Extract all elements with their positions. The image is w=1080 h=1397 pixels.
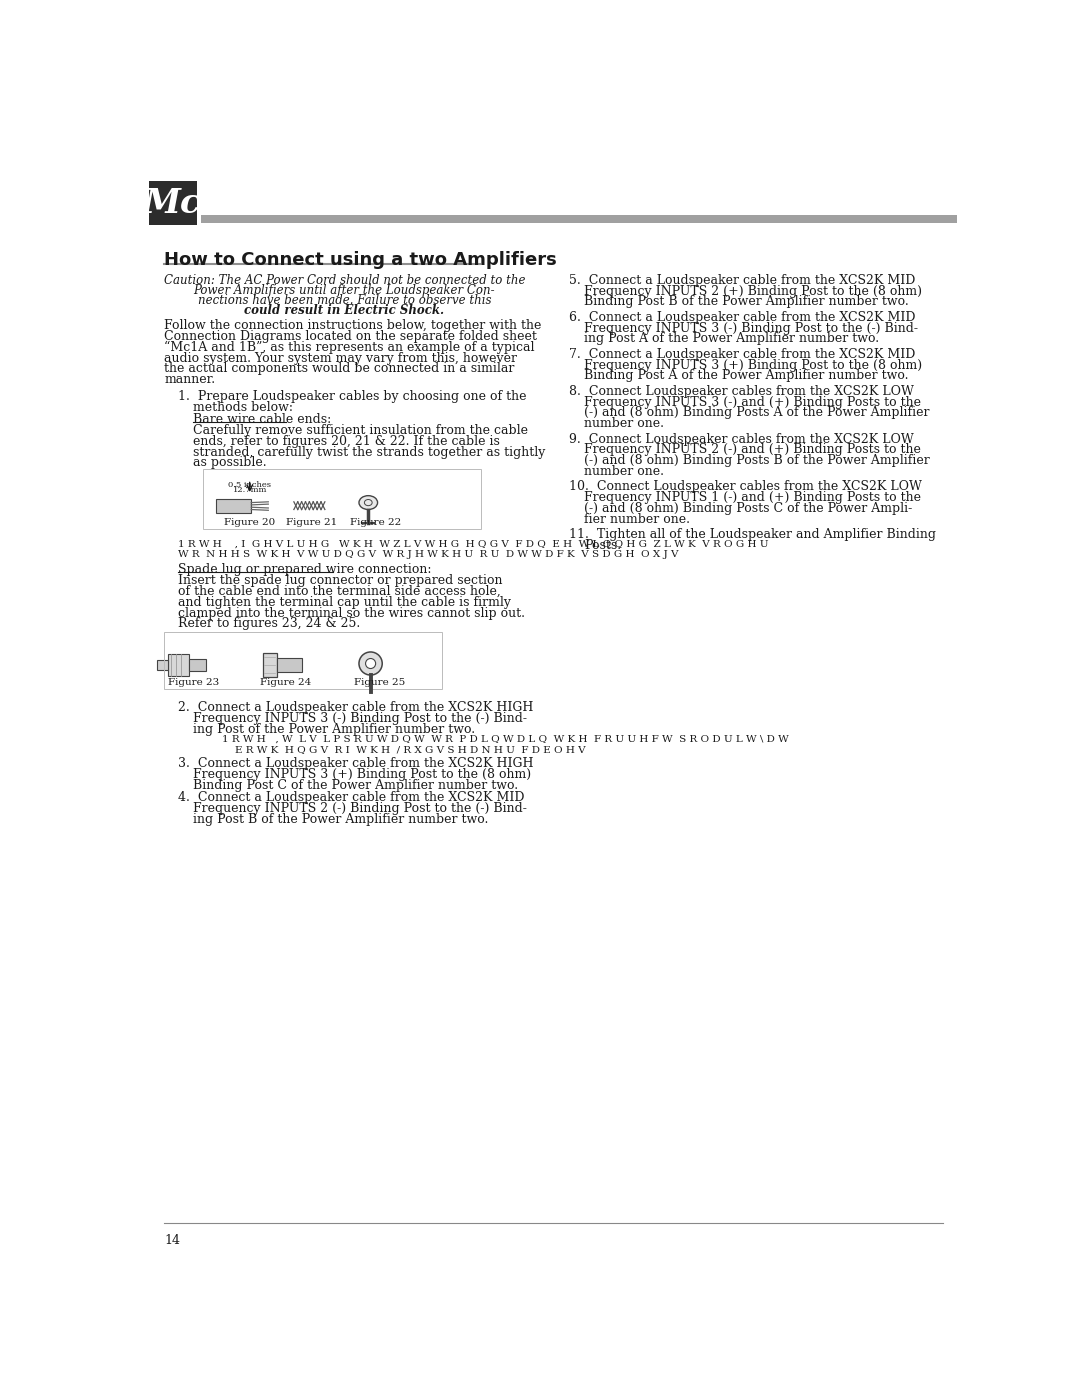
Bar — [276, 658, 301, 672]
Text: Posts.: Posts. — [584, 539, 622, 552]
Text: 4.  Connect a Loudspeaker cable from the XCS2K MID: 4. Connect a Loudspeaker cable from the … — [177, 791, 524, 805]
Text: 14: 14 — [164, 1234, 180, 1248]
Text: 6.  Connect a Loudspeaker cable from the XCS2K MID: 6. Connect a Loudspeaker cable from the … — [569, 312, 916, 324]
Text: Binding Post C of the Power Amplifier number two.: Binding Post C of the Power Amplifier nu… — [193, 780, 518, 792]
Bar — [216, 499, 252, 513]
Text: Follow the connection instructions below, together with the: Follow the connection instructions below… — [164, 320, 542, 332]
Text: Figure 23: Figure 23 — [167, 678, 219, 687]
Text: 2.  Connect a Loudspeaker cable from the XCS2K HIGH: 2. Connect a Loudspeaker cable from the … — [177, 701, 534, 714]
Bar — [167, 654, 189, 676]
Text: Power Amplifiers until after the Loudspeaker Con-: Power Amplifiers until after the Loudspe… — [193, 284, 495, 298]
Text: could result in Electric Shock.: could result in Electric Shock. — [244, 305, 444, 317]
Text: as possible.: as possible. — [193, 457, 267, 469]
Text: Mc: Mc — [145, 187, 202, 219]
Text: 12.7mm: 12.7mm — [232, 486, 267, 495]
Text: of the cable end into the terminal side access hole,: of the cable end into the terminal side … — [177, 585, 500, 598]
Bar — [262, 652, 276, 678]
Text: fier number one.: fier number one. — [584, 513, 690, 525]
Text: the actual components would be connected in a similar: the actual components would be connected… — [164, 362, 515, 376]
Text: Figure 25: Figure 25 — [353, 678, 405, 687]
Text: Binding Post B of the Power Amplifier number two.: Binding Post B of the Power Amplifier nu… — [584, 295, 909, 309]
Text: ing Post A of the Power Amplifier number two.: ing Post A of the Power Amplifier number… — [584, 332, 879, 345]
Text: “Mc1A and 1B”, as this represents an example of a typical: “Mc1A and 1B”, as this represents an exa… — [164, 341, 535, 353]
Text: Frequency INPUTS 1 (-) and (+) Binding Posts to the: Frequency INPUTS 1 (-) and (+) Binding P… — [584, 490, 921, 504]
Text: Figure 22: Figure 22 — [350, 518, 401, 527]
Text: W R  N H H S  W K H  V W U D Q G V  W R J H W K H U  R U  D W W D F K  V S D G H: W R N H H S W K H V W U D Q G V W R J H … — [177, 549, 678, 559]
Text: Frequency INPUTS 3 (+) Binding Post to the (8 ohm): Frequency INPUTS 3 (+) Binding Post to t… — [193, 768, 531, 781]
Text: 5.  Connect a Loudspeaker cable from the XCS2K MID: 5. Connect a Loudspeaker cable from the … — [569, 274, 916, 286]
Text: Frequency INPUTS 2 (-) and (+) Binding Posts to the: Frequency INPUTS 2 (-) and (+) Binding P… — [584, 443, 921, 457]
Text: 8.  Connect Loudspeaker cables from the XCS2K LOW: 8. Connect Loudspeaker cables from the X… — [569, 384, 914, 398]
Text: E R W K  H Q G V  R I  W K H  / R X G V S H D N H U  F D E O H V: E R W K H Q G V R I W K H / R X G V S H … — [208, 745, 585, 754]
Text: Figure 21: Figure 21 — [286, 518, 337, 527]
Bar — [203, 469, 481, 529]
Ellipse shape — [365, 658, 376, 669]
Text: ing Post B of the Power Amplifier number two.: ing Post B of the Power Amplifier number… — [193, 813, 488, 826]
Text: manner.: manner. — [164, 373, 216, 386]
Text: 1 R W H   , W  L V  L P S R U W D Q W  W R  P D L Q W D L Q  W K H  F R U U H F : 1 R W H , W L V L P S R U W D Q W W R P … — [208, 735, 788, 745]
Text: Frequency INPUTS 2 (+) Binding Post to the (8 ohm): Frequency INPUTS 2 (+) Binding Post to t… — [584, 285, 922, 298]
Text: audio system. Your system may vary from this, however: audio system. Your system may vary from … — [164, 352, 517, 365]
Text: Spade lug or prepared wire connection:: Spade lug or prepared wire connection: — [177, 563, 431, 577]
Text: Connection Diagrams located on the separate folded sheet: Connection Diagrams located on the separ… — [164, 330, 538, 344]
Text: (-) and (8 ohm) Binding Posts A of the Power Amplifier: (-) and (8 ohm) Binding Posts A of the P… — [584, 407, 930, 419]
Text: 3.  Connect a Loudspeaker cable from the XCS2K HIGH: 3. Connect a Loudspeaker cable from the … — [177, 757, 534, 771]
Text: Frequency INPUTS 3 (-) Binding Post to the (-) Bind-: Frequency INPUTS 3 (-) Binding Post to t… — [584, 321, 918, 335]
Text: number one.: number one. — [584, 418, 664, 430]
Text: Figure 20: Figure 20 — [224, 518, 275, 527]
Text: Insert the spade lug connector or prepared section: Insert the spade lug connector or prepar… — [177, 574, 502, 587]
Text: nections have been made. Failure to observe this: nections have been made. Failure to obse… — [198, 293, 491, 307]
Bar — [201, 215, 957, 224]
Text: ends, refer to figures 20, 21 & 22. If the cable is: ends, refer to figures 20, 21 & 22. If t… — [193, 434, 500, 448]
Text: 1.  Prepare Loudspeaker cables by choosing one of the: 1. Prepare Loudspeaker cables by choosin… — [177, 390, 526, 404]
Text: Binding Post A of the Power Amplifier number two.: Binding Post A of the Power Amplifier nu… — [584, 369, 909, 383]
Text: methods below:: methods below: — [193, 401, 293, 414]
Bar — [157, 661, 167, 669]
Text: How to Connect using a two Amplifiers: How to Connect using a two Amplifiers — [164, 251, 557, 268]
Text: Caution: The AC Power Cord should not be connected to the: Caution: The AC Power Cord should not be… — [163, 274, 525, 286]
Text: 9.  Connect Loudspeaker cables from the XCS2K LOW: 9. Connect Loudspeaker cables from the X… — [569, 433, 914, 446]
Text: Frequency INPUTS 3 (-) Binding Post to the (-) Bind-: Frequency INPUTS 3 (-) Binding Post to t… — [193, 712, 527, 725]
Text: stranded, carefully twist the strands together as tightly: stranded, carefully twist the strands to… — [193, 446, 545, 458]
Text: Figure 24: Figure 24 — [260, 678, 312, 687]
Text: Carefully remove sufficient insulation from the cable: Carefully remove sufficient insulation f… — [193, 425, 528, 437]
Text: 10.  Connect Loudspeaker cables from the XCS2K LOW: 10. Connect Loudspeaker cables from the … — [569, 481, 922, 493]
Text: Bare wire cable ends:: Bare wire cable ends: — [193, 414, 332, 426]
Bar — [164, 631, 442, 689]
Text: 7.  Connect a Loudspeaker cable from the XCS2K MID: 7. Connect a Loudspeaker cable from the … — [569, 348, 916, 360]
Text: 1 R W H    , I  G H V L U H G   W K H  W Z L V W H G  H Q G V  F D Q  E H  W L Q: 1 R W H , I G H V L U H G W K H W Z L V … — [177, 539, 768, 549]
Text: (-) and (8 ohm) Binding Posts C of the Power Ampli-: (-) and (8 ohm) Binding Posts C of the P… — [584, 502, 913, 515]
Text: and tighten the terminal cap until the cable is firmly: and tighten the terminal cap until the c… — [177, 595, 511, 609]
Text: ing Post of the Power Amplifier number two.: ing Post of the Power Amplifier number t… — [193, 722, 475, 736]
Bar — [189, 659, 206, 671]
Text: Frequency INPUTS 2 (-) Binding Post to the (-) Bind-: Frequency INPUTS 2 (-) Binding Post to t… — [193, 802, 527, 814]
Text: Refer to figures 23, 24 & 25.: Refer to figures 23, 24 & 25. — [177, 617, 360, 630]
Text: Frequency INPUTS 3 (+) Binding Post to the (8 ohm): Frequency INPUTS 3 (+) Binding Post to t… — [584, 359, 922, 372]
Text: number one.: number one. — [584, 465, 664, 478]
Text: 0.5 inches: 0.5 inches — [228, 481, 271, 489]
Text: (-) and (8 ohm) Binding Posts B of the Power Amplifier: (-) and (8 ohm) Binding Posts B of the P… — [584, 454, 930, 467]
Ellipse shape — [359, 496, 378, 510]
Text: clamped into the terminal so the wires cannot slip out.: clamped into the terminal so the wires c… — [177, 606, 525, 619]
Text: Frequency INPUTS 3 (-) and (+) Binding Posts to the: Frequency INPUTS 3 (-) and (+) Binding P… — [584, 395, 921, 408]
Text: 11.  Tighten all of the Loudspeaker and Amplifier Binding: 11. Tighten all of the Loudspeaker and A… — [569, 528, 936, 541]
Ellipse shape — [359, 652, 382, 675]
FancyBboxPatch shape — [149, 180, 197, 225]
